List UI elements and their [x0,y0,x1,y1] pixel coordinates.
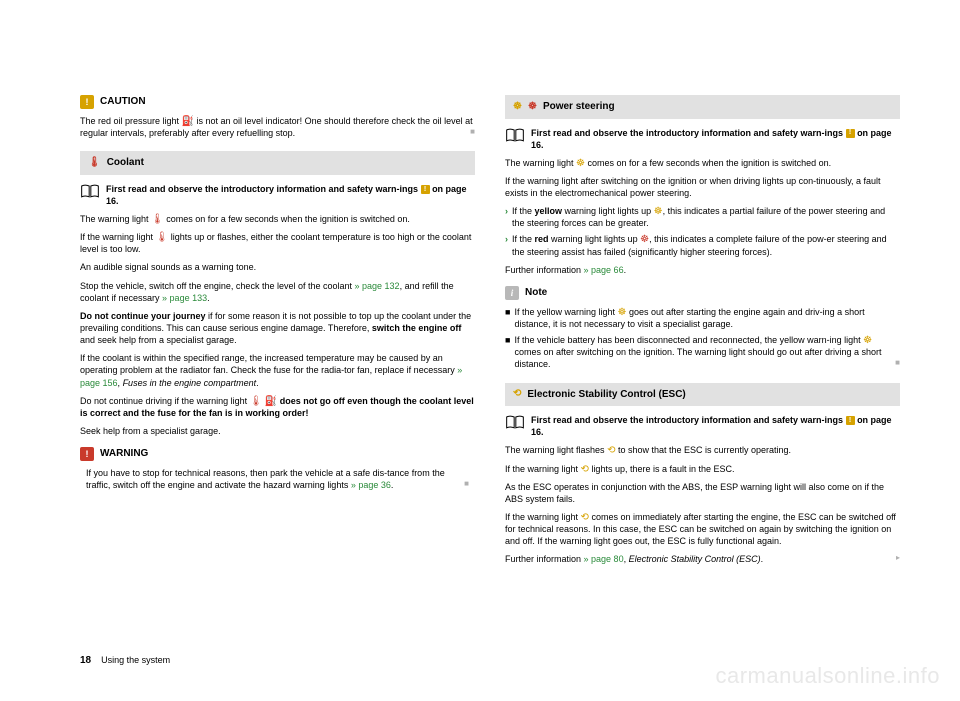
list-item: › If the yellow warning light lights up … [505,205,900,229]
warning-ref-icon: ! [421,185,430,194]
coolant-p3: An audible signal sounds as a warning to… [80,261,475,273]
caution-icon: ! [80,95,94,109]
coolant-p8: Seek help from a specialist garage. [80,425,475,437]
coolant-icon: 🌡 [88,158,101,168]
oil-can-icon: ⛽ [265,397,277,407]
coolant-p6: If the coolant is within the specified r… [80,352,475,388]
bullet-icon: ■ [505,334,510,370]
power-intro: First read and observe the introductory … [505,127,900,151]
page-body: ! CAUTION The red oil pressure light ⛽ i… [0,0,960,572]
warning-header: ! WARNING [80,447,475,461]
end-marker-icon: ■ [464,479,469,490]
list-item: ■ If the yellow warning light ☸ goes out… [505,306,900,330]
esc-intro: First read and observe the introductory … [505,414,900,438]
steering-icon: ☸ [640,235,649,245]
list-item: ■ If the vehicle battery has been discon… [505,334,900,370]
esc-p5: Further information » page 80, Electroni… [505,553,900,565]
steering-icon: ☸ [576,159,585,169]
power-list: › If the yellow warning light lights up … [505,205,900,258]
esc-p1: The warning light flashes ⟲ to show that… [505,444,900,456]
note-body: ■ If the yellow warning light ☸ goes out… [505,306,900,371]
warning-body: If you have to stop for technical reason… [80,467,475,491]
esc-icon: ⟲ [581,513,589,523]
steering-icon: ☸ [528,102,537,112]
left-column: ! CAUTION The red oil pressure light ⛽ i… [80,95,475,572]
page-link[interactable]: » page 132 [355,281,400,291]
page-number: 18 [80,654,91,668]
book-icon [505,414,525,430]
coolant-icon: 🌡 [156,233,169,243]
coolant-section-header: 🌡 Coolant [80,151,475,175]
continuation-icon: ▸ [896,553,900,564]
page-link[interactable]: » page 80 [584,554,624,564]
steering-icon: ☸ [654,207,663,217]
page-link[interactable]: » page 133 [162,293,207,303]
warning-ref-icon: ! [846,129,855,138]
page-footer: 18 Using the system [80,654,170,668]
coolant-title: Coolant [107,156,144,170]
chapter-name: Using the system [101,654,170,666]
power-p3: Further information » page 66. [505,264,900,276]
page-link[interactable]: » page 36 [351,480,391,490]
bullet-icon: ■ [505,306,510,330]
right-column: ☸ ☸ Power steering First read and observ… [505,95,900,572]
esc-p4: If the warning light ⟲ comes on immediat… [505,511,900,547]
warning-icon: ! [80,447,94,461]
power-p2: If the warning light after switching on … [505,175,900,199]
note-header: i Note [505,286,900,300]
end-marker-icon: ■ [470,127,475,138]
power-p1: The warning light ☸ comes on for a few s… [505,157,900,169]
power-title: Power steering [543,100,615,114]
esc-p3: As the ESC operates in conjunction with … [505,481,900,505]
warning-title: WARNING [100,447,148,461]
power-section-header: ☸ ☸ Power steering [505,95,900,119]
caution-title: CAUTION [100,95,146,109]
esc-icon: ⟲ [581,465,589,475]
coolant-intro: First read and observe the introductory … [80,183,475,207]
coolant-p5: Do not continue your journey if for some… [80,310,475,346]
esc-p2: If the warning light ⟲ lights up, there … [505,463,900,475]
note-title: Note [525,286,547,300]
caution-header: ! CAUTION [80,95,475,109]
book-icon [80,183,100,199]
oil-can-icon: ⛽ [182,117,194,127]
warning-ref-icon: ! [846,416,855,425]
end-marker-icon: ■ [895,358,900,369]
book-icon [505,127,525,143]
note-icon: i [505,286,519,300]
coolant-p1: The warning light 🌡 comes on for a few s… [80,213,475,225]
esc-section-header: ⟲ Electronic Stability Control (ESC) [505,383,900,407]
coolant-icon: 🌡 [151,215,164,225]
esc-title: Electronic Stability Control (ESC) [527,388,685,402]
coolant-p7: Do not continue driving if the warning l… [80,395,475,419]
watermark: carmanualsonline.info [715,661,940,691]
coolant-p2: If the warning light 🌡 lights up or flas… [80,231,475,255]
caution-body: The red oil pressure light ⛽ is not an o… [80,115,475,139]
list-item: › If the red warning light lights up ☸, … [505,233,900,257]
page-link[interactable]: » page 66 [584,265,624,275]
esc-icon: ⟲ [513,389,521,399]
chevron-icon: › [505,233,508,257]
steering-icon: ☸ [863,336,872,346]
chevron-icon: › [505,205,508,229]
coolant-icon: 🌡 [250,397,263,407]
steering-icon: ☸ [513,102,522,112]
coolant-p4: Stop the vehicle, switch off the engine,… [80,280,475,304]
